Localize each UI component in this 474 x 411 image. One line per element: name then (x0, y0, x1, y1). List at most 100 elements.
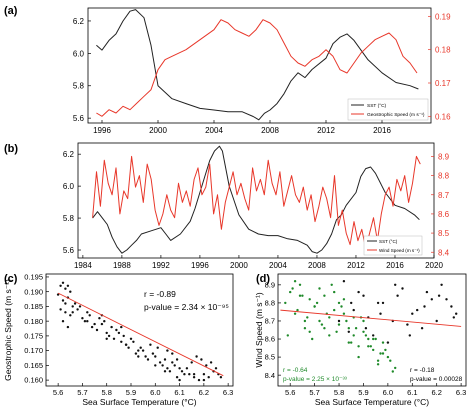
scatter-point (83, 320, 87, 323)
scatter-point (90, 325, 94, 329)
scatter-point (435, 319, 438, 323)
y-right-tick-label: 8.5 (438, 229, 450, 238)
scatter-point (362, 294, 365, 297)
x-tick-label: 1988 (113, 261, 131, 270)
scatter-point (391, 370, 394, 373)
scatter-point (154, 355, 157, 358)
scatter-point (452, 316, 455, 319)
scatter-point (381, 352, 385, 355)
scatter-point (384, 348, 387, 352)
panel-c-ticks: 5.6 5.7 5.8 5.9 6.0 6.1 6.2 6.3 0.160 0.165 0.170 0… (24, 273, 233, 397)
panel-a-legend-sst: SST (°C) (367, 103, 387, 109)
scatter-point (69, 314, 72, 317)
panel-c-stat-r: r = -0.89 (144, 289, 176, 299)
x-tick-label: 5.6 (285, 388, 295, 397)
scatter-point (337, 323, 341, 326)
scatter-point (347, 327, 350, 330)
scatter-point (284, 301, 287, 305)
scatter-point (171, 361, 174, 364)
scatter-point (350, 301, 353, 305)
x-tick-label: 6.3 (456, 388, 466, 397)
y-right-tick-label: 8.8 (438, 172, 450, 181)
scatter-point (202, 373, 206, 376)
x-tick-label: 6.1 (407, 388, 417, 397)
scatter-point (337, 301, 341, 305)
scatter-point (200, 358, 203, 361)
scatter-point (333, 290, 336, 294)
x-tick-label: 2016 (386, 261, 404, 270)
scatter-point (289, 290, 292, 294)
scatter-point (61, 320, 65, 323)
scatter-point (188, 373, 191, 376)
panel-c-frame (45, 273, 234, 387)
scatter-point (66, 325, 70, 329)
scatter-point (124, 343, 128, 346)
x-tick-label: 2004 (269, 261, 287, 270)
scatter-point (71, 305, 74, 308)
scatter-point (175, 358, 179, 361)
x-tick-label: 2008 (308, 261, 326, 270)
scatter-point (394, 283, 397, 286)
scatter-point (127, 346, 130, 349)
x-tick-label: 2012 (347, 261, 365, 270)
scatter-point (190, 361, 193, 364)
scatter-point (298, 283, 302, 286)
y-left-tick-label: 5.8 (73, 82, 85, 91)
panel-d-ticks: 5.6 5.7 5.8 5.9 6.0 6.1 6.2 6.3 8.4 8.5 8.6 8.7 8.8 8… (265, 280, 467, 397)
scatter-point (76, 308, 79, 311)
x-tick-label: 5.7 (77, 388, 87, 397)
scatter-point (376, 363, 380, 366)
x-tick-label: 5.7 (309, 388, 319, 397)
scatter-point (286, 334, 289, 337)
scatter-point (425, 290, 429, 294)
x-tick-label: 1996 (191, 261, 209, 270)
y-tick-label: 8.6 (265, 335, 275, 344)
scatter-point (185, 367, 189, 370)
scatter-point (340, 305, 343, 308)
y-tick-label: 0.185 (24, 302, 43, 311)
y-left-tick-label: 6.0 (73, 49, 85, 58)
scatter-point (61, 281, 65, 284)
scatter-point (372, 334, 375, 337)
scatter-point (342, 280, 346, 283)
scatter-point (178, 378, 181, 382)
x-tick-label: 1996 (93, 126, 111, 135)
y-tick-label: 8.4 (265, 371, 275, 380)
scatter-point (168, 370, 172, 373)
x-tick-label: 2016 (373, 126, 391, 135)
scatter-point (328, 316, 331, 319)
scatter-point (323, 294, 326, 297)
scatter-point (293, 312, 297, 315)
scatter-point (396, 294, 399, 297)
y-left-tick-label: 6.0 (63, 182, 75, 191)
panel-d-frame (277, 273, 467, 387)
scatter-point (158, 361, 162, 364)
y-tick-label: 0.195 (24, 273, 43, 282)
scatter-point (166, 349, 169, 352)
y-left-tick-label: 6.2 (73, 17, 85, 26)
scatter-point (315, 301, 319, 305)
y-left-tick-label: 5.6 (63, 246, 75, 255)
scatter-point (197, 378, 201, 382)
scatter-point (386, 341, 390, 344)
y-tick-label: 0.165 (24, 361, 43, 370)
x-tick-label: 2012 (317, 126, 335, 135)
panel-d-letter: (d) (256, 273, 270, 285)
y-right-tick-label: 0.18 (435, 46, 451, 55)
panel-b-legend-sst: SST (°C) (379, 239, 398, 244)
sst-line (92, 145, 420, 254)
panel-c-ylabel: Geostrophic Speed (m s⁻¹) (3, 279, 13, 381)
scatter-point (313, 305, 316, 308)
scatter-point (161, 364, 164, 367)
scatter-point (141, 349, 145, 352)
y-left-tick-label: 5.6 (73, 114, 85, 123)
panel-d-points (280, 280, 462, 373)
scatter-point (134, 352, 138, 355)
scatter-point (381, 341, 385, 344)
scatter-point (112, 337, 116, 340)
panel-d-stat-black-r: r = -0.18 (410, 367, 435, 374)
panel-d-xlabel: Sea Surface Temperature (°C) (315, 397, 429, 407)
scatter-point (347, 330, 350, 333)
scatter-point (386, 355, 390, 359)
